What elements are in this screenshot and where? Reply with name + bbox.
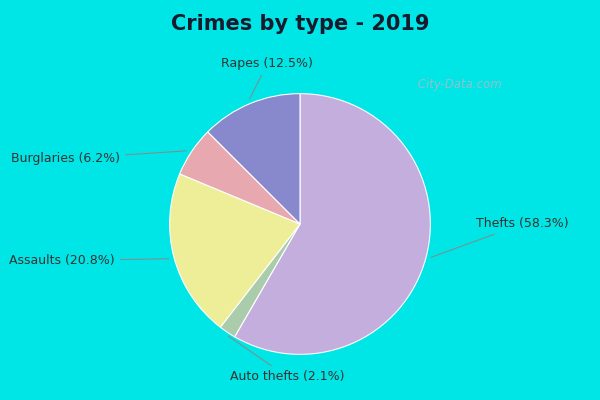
Text: Auto thefts (2.1%): Auto thefts (2.1%) (229, 336, 344, 383)
Wedge shape (220, 224, 300, 337)
Text: Rapes (12.5%): Rapes (12.5%) (221, 57, 313, 99)
Wedge shape (208, 94, 300, 224)
Wedge shape (179, 132, 300, 224)
Wedge shape (235, 94, 430, 354)
Text: City-Data.com: City-Data.com (414, 78, 502, 91)
Text: Thefts (58.3%): Thefts (58.3%) (431, 218, 569, 257)
Wedge shape (170, 174, 300, 327)
Text: Burglaries (6.2%): Burglaries (6.2%) (11, 151, 187, 165)
Text: Crimes by type - 2019: Crimes by type - 2019 (171, 14, 429, 34)
Text: Assaults (20.8%): Assaults (20.8%) (9, 254, 169, 267)
